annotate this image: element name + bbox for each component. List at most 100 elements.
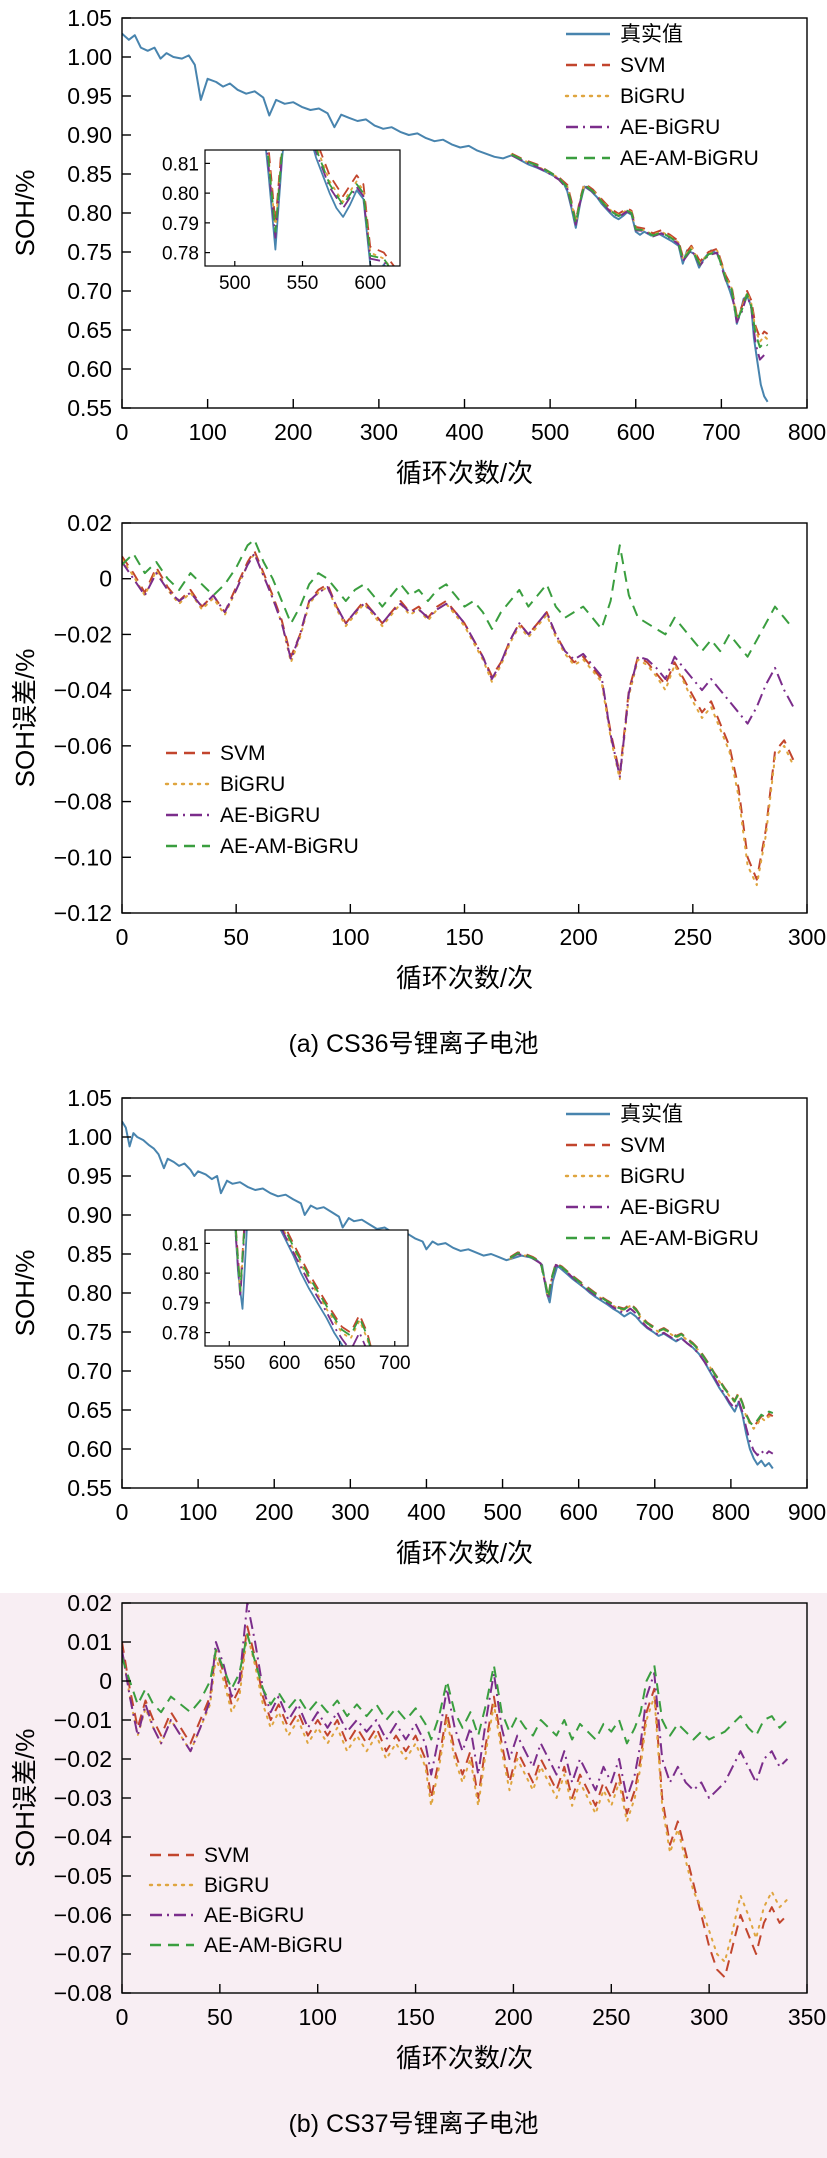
x-tick-label: 500	[531, 419, 569, 445]
y-tick-label: −0.03	[54, 1785, 112, 1811]
caption-cs37: (b) CS37号锂离子电池	[288, 2110, 539, 2138]
series-line-svm	[511, 152, 769, 339]
y-tick-label: 0.95	[67, 83, 112, 109]
y-tick-label: 0.65	[67, 1397, 112, 1423]
legend-label-svm: SVM	[620, 54, 666, 77]
x-tick-label: 0	[116, 924, 129, 950]
y-tick-label: 0.02	[67, 1593, 112, 1616]
legend: SVM BiGRU AE-BiGRU AE-AM-BiGRU	[164, 742, 359, 858]
inset-y-tick-label: 0.78	[162, 244, 199, 265]
inset-y-tick-label: 0.81	[162, 154, 199, 175]
x-tick-label: 350	[788, 2004, 826, 2030]
series-line-ae_bigru	[122, 1603, 789, 1799]
x-tick-label: 900	[788, 1499, 826, 1525]
x-tick-label: 100	[331, 924, 369, 950]
series-line-ae_am_bigru	[122, 1633, 789, 1745]
inset-x-tick-label: 650	[324, 1353, 356, 1374]
chart-cs37-error: 0 50 100 150 200 250 300 350 0.02 0.01 0 −0.01 −0.02…	[10, 1593, 826, 2073]
y-axis-label: SOH/%	[10, 1250, 40, 1337]
cs37-lower-tinted-area: 0 50 100 150 200 250 300 350 0.02 0.01 0 −0.01 −0.02…	[0, 1593, 827, 2158]
inset-series-line-ae_am_bigru	[266, 150, 390, 266]
inset-y-tick-label: 0.80	[162, 184, 199, 205]
series-line-ae_bigru	[509, 1253, 774, 1457]
inset-y-tick-label: 0.78	[162, 1324, 199, 1345]
x-tick-label: 100	[188, 419, 226, 445]
y-tick-label: 0.55	[67, 395, 112, 421]
x-axis-label: 循环次数/次	[396, 458, 533, 488]
y-tick-label: 0.55	[67, 1475, 112, 1501]
y-tick-label: 0.75	[67, 239, 112, 265]
legend-label-svm: SVM	[620, 1134, 666, 1157]
legend-label-svm: SVM	[204, 1844, 250, 1867]
inset-series-group	[265, 150, 396, 266]
inset-background	[205, 150, 400, 266]
series-line-ae_am_bigru	[509, 1252, 774, 1427]
y-tick-label: −0.02	[54, 621, 112, 647]
y-tick-label: −0.06	[54, 1902, 112, 1928]
y-axis-label: SOH误差/%	[10, 1729, 40, 1868]
x-tick-label: 50	[207, 2004, 233, 2030]
y-tick-label: −0.02	[54, 1746, 112, 1772]
y-tick-label: 1.00	[67, 1124, 112, 1150]
y-tick-label: 0.01	[67, 1629, 112, 1655]
series-group	[122, 1603, 789, 1979]
chart-cs37-soh: 0 100 200 300 400 500 600 700 800 900 1.05 1.00 0.95…	[10, 1088, 826, 1568]
inset-x-tick-label: 600	[354, 273, 386, 294]
series-line-ae_am_bigru	[511, 153, 769, 349]
x-tick-label: 300	[690, 2004, 728, 2030]
legend-label-bigru: BiGRU	[204, 1874, 269, 1897]
y-tick-label: 1.05	[67, 8, 112, 31]
x-tick-label: 200	[255, 1499, 293, 1525]
inset-y-tick-label: 0.81	[162, 1234, 199, 1255]
legend-label-true: 真实值	[620, 1103, 683, 1126]
x-tick-label: 100	[299, 2004, 337, 2030]
y-tick-label: 0.80	[67, 1280, 112, 1306]
legend-label-true: 真实值	[620, 23, 683, 46]
x-tick-label: 500	[483, 1499, 521, 1525]
series-group	[122, 32, 769, 403]
legend-label-svm: SVM	[220, 742, 266, 765]
x-tick-label: 250	[592, 2004, 630, 2030]
y-tick-label: 0.60	[67, 356, 112, 382]
inset-border	[204, 1229, 409, 1347]
series-line-svm	[122, 1625, 789, 1979]
legend-label-ae_bigru: AE-BiGRU	[220, 804, 320, 827]
y-tick-label: 0.70	[67, 1358, 112, 1384]
legend-label-bigru: BiGRU	[620, 1165, 685, 1188]
x-tick-label: 600	[559, 1499, 597, 1525]
x-tick-label: 150	[396, 2004, 434, 2030]
panel-cs36: 0 100 200 300 400 500 600 700 800 1.05 1.00 0.95 0.9…	[0, 8, 827, 1078]
y-tick-label: −0.05	[54, 1863, 112, 1889]
x-tick-label: 300	[331, 1499, 369, 1525]
y-tick-label: −0.08	[54, 1980, 112, 2006]
y-tick-label: −0.06	[54, 733, 112, 759]
x-tick-label: 400	[445, 419, 483, 445]
series-line-ae_am_bigru	[122, 538, 795, 658]
x-tick-label: 100	[179, 1499, 217, 1525]
legend-label-ae_am_bigru: AE-AM-BiGRU	[220, 835, 359, 858]
y-tick-label: 0.75	[67, 1319, 112, 1345]
y-tick-label: 0.85	[67, 1241, 112, 1267]
x-tick-label: 200	[494, 2004, 532, 2030]
inset-y-tick-label: 0.79	[162, 214, 199, 235]
legend-label-ae_bigru: AE-BiGRU	[620, 116, 720, 139]
x-tick-label: 250	[674, 924, 712, 950]
y-tick-label: −0.07	[54, 1941, 112, 1967]
y-tick-label: −0.01	[54, 1707, 112, 1733]
inset-y-tick-label: 0.79	[162, 1294, 199, 1315]
inset-x-tick-label: 500	[219, 273, 251, 294]
x-tick-label: 400	[407, 1499, 445, 1525]
legend: SVM BiGRU AE-BiGRU AE-AM-BiGRU	[148, 1844, 343, 1957]
y-tick-label: −0.12	[54, 900, 112, 926]
y-tick-label: 0.90	[67, 122, 112, 148]
legend: 真实值 SVM BiGRU AE-BiGRU AE-AM-BiGRU	[564, 1103, 759, 1250]
x-tick-label: 800	[712, 1499, 750, 1525]
legend-label-ae_am_bigru: AE-AM-BiGRU	[620, 1227, 759, 1250]
x-tick-label: 0	[116, 1499, 129, 1525]
legend: 真实值 SVM BiGRU AE-BiGRU AE-AM-BiGRU	[564, 23, 759, 170]
series-line-bigru	[510, 153, 769, 343]
x-tick-label: 150	[445, 924, 483, 950]
y-axis-label: SOH误差/%	[10, 649, 40, 788]
y-tick-label: −0.10	[54, 844, 112, 870]
x-axis-label: 循环次数/次	[396, 963, 533, 993]
